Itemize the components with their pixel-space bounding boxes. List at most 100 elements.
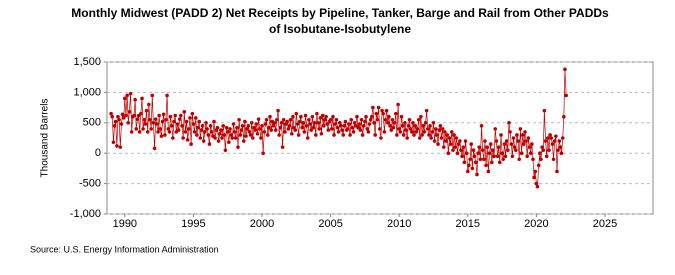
- data-point: [316, 121, 320, 125]
- data-point: [320, 113, 325, 118]
- data-point: [171, 136, 175, 140]
- data-point: [366, 130, 371, 134]
- data-point: [225, 130, 230, 134]
- data-point: [372, 121, 376, 125]
- data-point: [485, 145, 490, 149]
- y-tick-label: 500: [83, 117, 101, 129]
- data-point: [488, 142, 493, 146]
- data-point: [233, 136, 238, 140]
- data-point: [453, 145, 457, 149]
- data-point: [167, 130, 172, 134]
- data-point: [338, 121, 342, 125]
- data-point: [534, 181, 539, 186]
- data-point: [246, 124, 251, 128]
- data-point: [507, 121, 511, 125]
- data-point: [319, 131, 324, 136]
- data-point: [172, 119, 176, 124]
- data-point: [124, 113, 128, 118]
- data-point: [443, 130, 447, 134]
- data-point: [228, 127, 232, 131]
- data-point: [422, 130, 427, 134]
- data-point: [116, 114, 120, 119]
- data-point: [140, 96, 144, 101]
- data-point: [257, 127, 262, 131]
- data-point: [219, 128, 223, 132]
- data-point: [180, 124, 184, 128]
- data-point: [492, 154, 496, 159]
- data-point: [410, 130, 414, 134]
- data-point: [340, 128, 344, 132]
- data-point: [332, 133, 336, 137]
- data-point: [482, 157, 486, 162]
- data-point: [392, 121, 397, 125]
- data-point: [343, 119, 348, 124]
- data-point: [495, 154, 500, 159]
- data-point: [543, 139, 548, 143]
- data-point: [549, 136, 554, 140]
- data-point: [376, 105, 381, 110]
- data-point: [444, 139, 448, 143]
- data-point: [439, 136, 444, 140]
- data-point: [243, 119, 247, 124]
- data-point: [135, 117, 140, 121]
- data-point: [441, 145, 446, 149]
- data-point: [536, 163, 541, 168]
- data-point: [419, 114, 423, 119]
- data-point: [374, 111, 379, 116]
- data-point: [317, 127, 322, 131]
- data-point: [465, 169, 470, 174]
- data-point: [164, 117, 168, 122]
- data-point: [352, 121, 357, 125]
- data-point: [177, 117, 182, 121]
- y-tick-label: -500: [79, 178, 101, 190]
- data-point: [535, 184, 540, 189]
- data-point: [144, 108, 149, 113]
- data-point: [386, 121, 390, 125]
- data-point: [539, 157, 543, 162]
- data-point: [388, 124, 392, 128]
- data-point: [299, 114, 303, 119]
- data-point: [423, 121, 428, 125]
- data-point: [166, 127, 171, 131]
- data-point: [458, 139, 462, 143]
- data-point: [333, 122, 337, 126]
- data-point: [377, 127, 382, 131]
- data-point: [239, 128, 244, 132]
- data-point: [227, 140, 231, 145]
- data-point: [541, 148, 546, 152]
- data-point: [169, 124, 174, 128]
- data-point: [379, 136, 383, 140]
- data-point: [153, 117, 158, 121]
- x-tick-label: 2020: [524, 218, 548, 230]
- data-point: [268, 114, 272, 119]
- data-point: [223, 148, 228, 152]
- data-point: [521, 142, 526, 146]
- data-point: [215, 125, 220, 130]
- x-tick-label: 2025: [593, 218, 617, 230]
- data-point: [435, 133, 439, 137]
- data-point: [502, 142, 507, 146]
- data-point: [263, 122, 268, 126]
- data-point: [195, 133, 199, 137]
- data-point: [152, 146, 157, 151]
- data-point: [189, 142, 193, 146]
- data-point: [559, 151, 564, 155]
- data-point: [276, 108, 280, 113]
- data-point: [478, 157, 483, 162]
- data-point: [325, 122, 329, 126]
- data-point: [309, 128, 313, 132]
- data-point: [424, 108, 429, 113]
- x-tick-label: 2015: [456, 218, 480, 230]
- x-tick-label: 1990: [113, 218, 137, 230]
- data-point: [256, 117, 261, 121]
- data-point: [401, 133, 406, 137]
- data-point: [540, 145, 544, 149]
- data-point: [527, 145, 532, 149]
- data-point: [369, 114, 374, 119]
- data-point: [182, 110, 187, 114]
- data-point: [280, 145, 285, 149]
- data-point: [555, 169, 559, 174]
- data-point: [475, 172, 479, 177]
- data-point: [264, 117, 269, 122]
